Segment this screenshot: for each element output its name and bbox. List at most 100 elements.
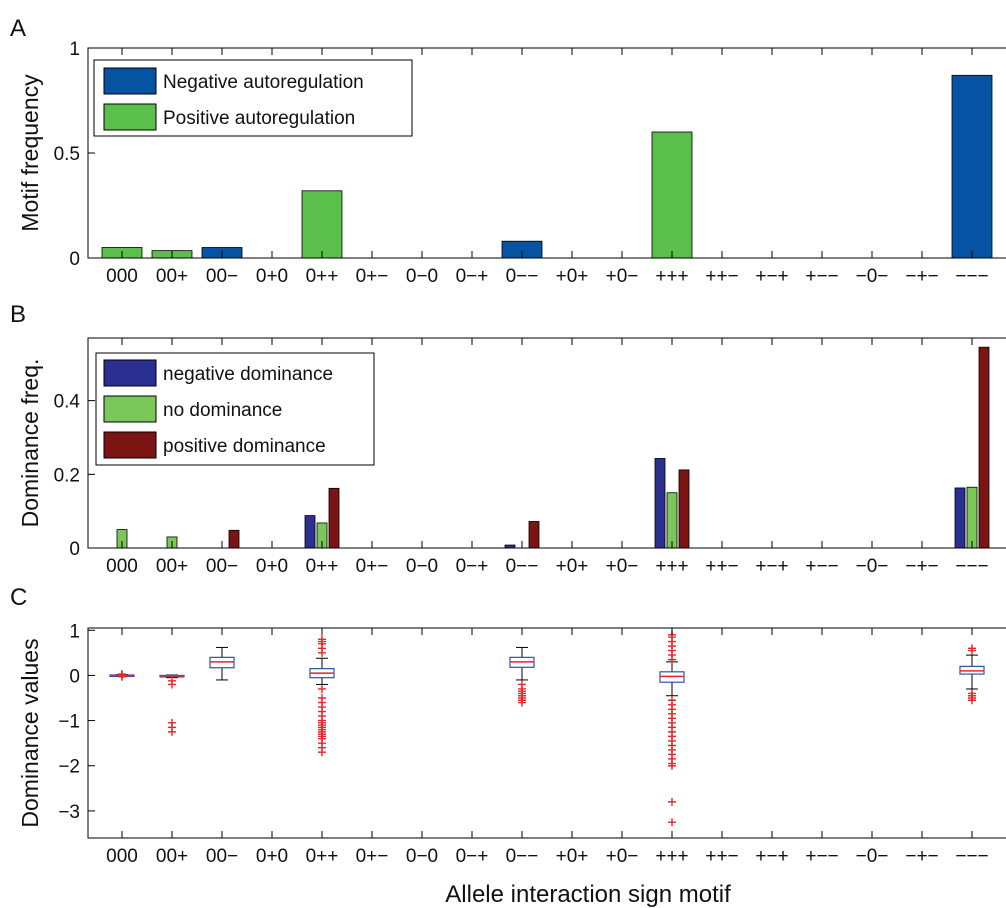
bar <box>954 487 966 549</box>
panel-a-category-label: 000 <box>106 266 138 287</box>
panel-c-category-label: 0++ <box>306 846 339 867</box>
panel-b-y-axis-label: Dominance freq. <box>17 359 43 528</box>
panel-c-letter: C <box>10 584 27 611</box>
panel-b-category-label: +0+ <box>556 556 589 577</box>
panel-a-y-tick-label: 1 <box>69 39 80 60</box>
panel-a-category-label: ++− <box>705 266 738 287</box>
legend-swatch-positive-dominance <box>103 431 157 459</box>
panel-c-category-label: +0− <box>606 846 639 867</box>
panel-a-y-axis-label: Motif frequency <box>17 74 43 232</box>
panel-c-category-label: +0+ <box>556 846 589 867</box>
bar <box>666 492 678 549</box>
legend-label-negative-dominance: negative dominance <box>163 364 333 385</box>
panel-a: A Motif frequency 0 0.5 1 000 00+ 00− 0+0 0++ 0… <box>10 15 1006 287</box>
panel-c-category-label: +−+ <box>755 846 788 867</box>
panel-b-category-label: −+− <box>905 556 938 577</box>
panel-c-y-tick-label: 1 <box>69 621 80 642</box>
panel-a-category-label: −0− <box>856 266 889 287</box>
panel-c-y-tick-label: −2 <box>58 757 80 778</box>
panel-b-category-label: 000 <box>106 556 138 577</box>
panel-b-category-label: −−− <box>955 556 988 577</box>
bar <box>304 515 316 549</box>
box-outlier <box>968 644 976 653</box>
panel-b-category-label: 0−+ <box>456 556 489 577</box>
panel-b: B Dominance freq. 0 0.2 0.4 000 00+ 00− 0+0 0+… <box>10 301 1006 577</box>
panel-c: C Dominance values 1 0 −1 −2 −3 000 00+ 00− 0+0… <box>10 584 1006 908</box>
legend-label-positive-autoregulation: Positive autoregulation <box>163 108 355 129</box>
bar <box>528 521 540 549</box>
panel-a-category-label: +0− <box>606 266 639 287</box>
panel-a-category-label: 00+ <box>156 266 188 287</box>
box-outlier <box>318 748 326 757</box>
panel-c-category-label: 00− <box>206 846 238 867</box>
panel-b-category-label: 0++ <box>306 556 339 577</box>
panel-a-y-tick-label: 0 <box>69 249 80 270</box>
bar <box>228 529 240 549</box>
panel-b-category-label: +0− <box>606 556 639 577</box>
panel-a-category-label: 0+− <box>356 266 389 287</box>
panel-a-y-tick-label: 0.5 <box>54 144 80 165</box>
panel-a-category-label: +0+ <box>556 266 589 287</box>
panel-b-category-label: 0+0 <box>256 556 288 577</box>
panel-a-category-label: 0−0 <box>406 266 438 287</box>
panel-c-category-label: 0−− <box>506 846 539 867</box>
bar <box>951 74 993 259</box>
panel-a-letter: A <box>10 15 26 42</box>
panel-b-category-label: 00− <box>206 556 238 577</box>
box-outlier <box>518 698 526 707</box>
panel-c-category-label: 00+ <box>156 846 188 867</box>
panel-b-letter: B <box>10 301 26 328</box>
bar <box>978 346 990 549</box>
panel-a-category-label: 0−+ <box>456 266 489 287</box>
panel-c-y-tick-label: 0 <box>69 666 80 687</box>
panel-b-category-label: 0+− <box>356 556 389 577</box>
panel-c-category-label: −+− <box>905 846 938 867</box>
panel-c-category-label: 000 <box>106 846 138 867</box>
panel-c-category-label: −0− <box>856 846 889 867</box>
legend-swatch-positive-autoregulation <box>103 103 157 131</box>
panel-b-category-label: 00+ <box>156 556 188 577</box>
panel-c-category-label: 0+0 <box>256 846 288 867</box>
panel-b-category-label: +++ <box>655 556 688 577</box>
panel-a-legend: Negative autoregulation Positive autoreg… <box>93 59 413 137</box>
legend-label-positive-dominance: positive dominance <box>163 436 326 457</box>
panel-b-category-label: 0−0 <box>406 556 438 577</box>
panel-b-category-label: ++− <box>705 556 738 577</box>
panel-a-category-label: −+− <box>905 266 938 287</box>
box-outlier <box>318 684 326 693</box>
box-outlier <box>668 797 676 806</box>
panel-c-category-label: 0−0 <box>406 846 438 867</box>
box-outlier <box>668 818 676 827</box>
panel-c-category-label: 0+− <box>356 846 389 867</box>
panel-c-y-tick-label: −3 <box>58 802 80 823</box>
panel-c-category-label: −−− <box>955 846 988 867</box>
panel-b-category-label: +−− <box>805 556 838 577</box>
box-outlier <box>168 727 176 736</box>
legend-swatch-no-dominance <box>103 395 157 423</box>
panel-b-y-tick-label: 0.2 <box>54 465 80 486</box>
panel-b-y-tick-label: 0.4 <box>54 392 81 413</box>
panel-c-y-axis-label: Dominance values <box>17 638 43 827</box>
panel-c-category-label: ++− <box>705 846 738 867</box>
panel-c-y-tick-label: −1 <box>58 712 80 733</box>
legend-label-no-dominance: no dominance <box>163 400 282 421</box>
box-outlier <box>168 680 176 689</box>
legend-label-negative-autoregulation: Negative autoregulation <box>163 72 364 93</box>
panel-a-category-label: 00− <box>206 266 238 287</box>
panel-b-category-label: −0− <box>856 556 889 577</box>
panel-a-category-label: −−− <box>955 266 988 287</box>
bar <box>654 458 666 549</box>
panel-b-y-tick-label: 0 <box>69 539 80 560</box>
panel-a-category-label: 0++ <box>306 266 339 287</box>
panel-a-category-label: 0−− <box>506 266 539 287</box>
panel-c-category-label: +++ <box>655 846 688 867</box>
panel-a-category-label: +−+ <box>755 266 788 287</box>
panel-a-category-label: 0+0 <box>256 266 288 287</box>
panel-c-axes-box <box>87 627 1006 839</box>
bar <box>651 131 693 259</box>
legend-swatch-negative-dominance <box>103 359 157 387</box>
bar <box>678 469 690 549</box>
panel-c-category-label: 0−+ <box>456 846 489 867</box>
panel-b-category-label: 0−− <box>506 556 539 577</box>
